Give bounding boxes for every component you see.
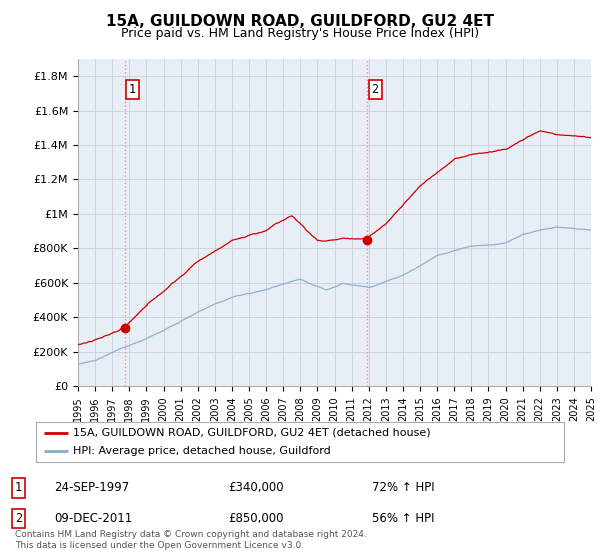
Text: 09-DEC-2011: 09-DEC-2011 bbox=[54, 512, 132, 525]
Text: 24-SEP-1997: 24-SEP-1997 bbox=[54, 482, 129, 494]
Text: 15A, GUILDOWN ROAD, GUILDFORD, GU2 4ET (detached house): 15A, GUILDOWN ROAD, GUILDFORD, GU2 4ET (… bbox=[73, 428, 431, 437]
Text: 15A, GUILDOWN ROAD, GUILDFORD, GU2 4ET: 15A, GUILDOWN ROAD, GUILDFORD, GU2 4ET bbox=[106, 14, 494, 29]
Text: 1: 1 bbox=[129, 83, 136, 96]
Text: Price paid vs. HM Land Registry's House Price Index (HPI): Price paid vs. HM Land Registry's House … bbox=[121, 27, 479, 40]
Text: HPI: Average price, detached house, Guildford: HPI: Average price, detached house, Guil… bbox=[73, 446, 331, 456]
Text: 1: 1 bbox=[15, 482, 22, 494]
Text: £850,000: £850,000 bbox=[228, 512, 284, 525]
Text: 2: 2 bbox=[15, 512, 22, 525]
Text: 56% ↑ HPI: 56% ↑ HPI bbox=[372, 512, 434, 525]
Text: Contains HM Land Registry data © Crown copyright and database right 2024.
This d: Contains HM Land Registry data © Crown c… bbox=[15, 530, 367, 550]
Text: 72% ↑ HPI: 72% ↑ HPI bbox=[372, 482, 434, 494]
Text: 2: 2 bbox=[371, 83, 379, 96]
Text: £340,000: £340,000 bbox=[228, 482, 284, 494]
